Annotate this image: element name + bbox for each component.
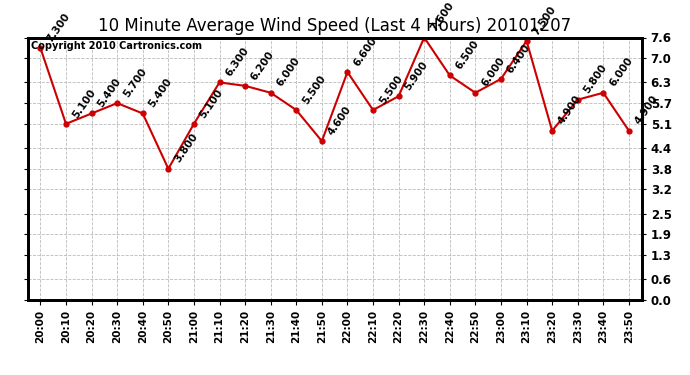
Text: 5.400: 5.400 xyxy=(147,76,174,110)
Text: 4.900: 4.900 xyxy=(556,94,584,127)
Text: 6.400: 6.400 xyxy=(505,42,532,75)
Text: 6.000: 6.000 xyxy=(275,56,302,88)
Text: 5.800: 5.800 xyxy=(582,63,609,96)
Text: 7.300: 7.300 xyxy=(45,11,72,44)
Text: 6.200: 6.200 xyxy=(249,49,277,82)
Text: 5.400: 5.400 xyxy=(96,76,123,110)
Text: 7.500: 7.500 xyxy=(531,4,558,37)
Text: 7.600: 7.600 xyxy=(428,0,455,33)
Text: 4.600: 4.600 xyxy=(326,104,353,137)
Text: 6.600: 6.600 xyxy=(352,35,379,68)
Text: 5.500: 5.500 xyxy=(300,73,328,106)
Text: Copyright 2010 Cartronics.com: Copyright 2010 Cartronics.com xyxy=(30,42,201,51)
Text: 4.900: 4.900 xyxy=(633,94,660,127)
Text: 5.900: 5.900 xyxy=(403,59,430,92)
Text: 3.800: 3.800 xyxy=(172,132,199,165)
Text: 5.100: 5.100 xyxy=(70,87,97,120)
Text: 5.100: 5.100 xyxy=(198,87,225,120)
Text: 6.500: 6.500 xyxy=(454,39,481,71)
Text: 5.700: 5.700 xyxy=(121,66,148,99)
Text: 6.000: 6.000 xyxy=(480,56,506,88)
Text: 6.000: 6.000 xyxy=(607,56,635,88)
Text: 6.300: 6.300 xyxy=(224,45,250,78)
Title: 10 Minute Average Wind Speed (Last 4 Hours) 20101207: 10 Minute Average Wind Speed (Last 4 Hou… xyxy=(98,16,571,34)
Text: 5.500: 5.500 xyxy=(377,73,404,106)
